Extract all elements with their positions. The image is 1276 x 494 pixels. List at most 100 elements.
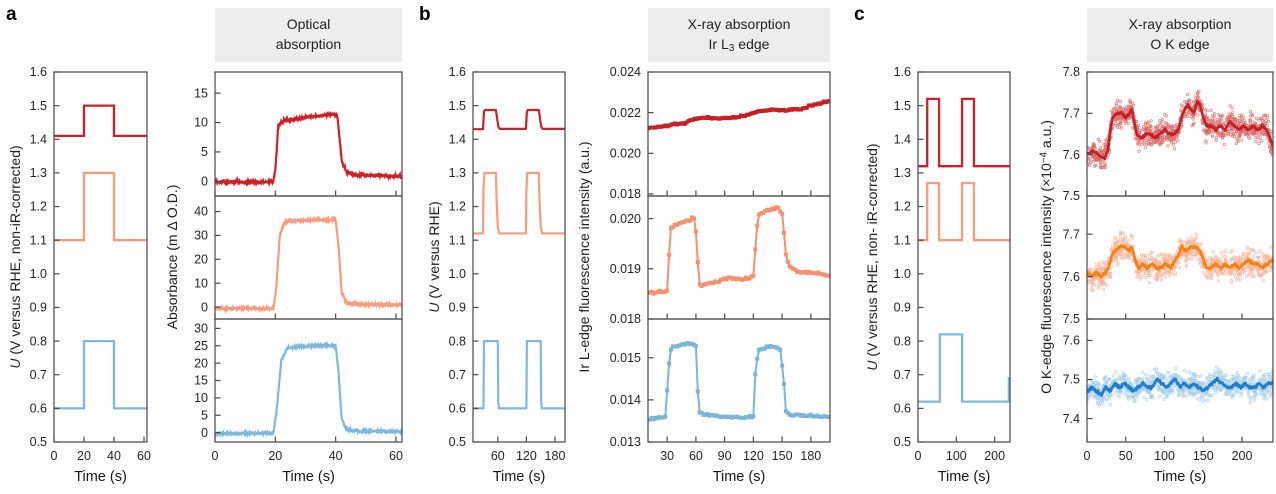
panel-a-voltage-xlabel: Time (s) <box>74 469 127 485</box>
panel-c-header: X-ray absorption O K edge <box>1087 8 1273 62</box>
svg-text:15: 15 <box>194 86 208 100</box>
svg-text:0: 0 <box>212 449 219 463</box>
svg-text:180: 180 <box>800 449 821 463</box>
svg-text:0.7: 0.7 <box>449 368 466 382</box>
svg-text:7.5: 7.5 <box>1063 373 1080 387</box>
svg-text:10: 10 <box>194 116 208 130</box>
svg-text:0.9: 0.9 <box>449 301 466 315</box>
svg-text:7.6: 7.6 <box>1063 334 1080 348</box>
svg-text:1.5: 1.5 <box>894 99 911 113</box>
svg-text:30: 30 <box>194 229 208 243</box>
svg-text:1.6: 1.6 <box>894 65 911 79</box>
svg-text:15: 15 <box>194 374 208 388</box>
panel-b-header-line2: Ir L3 edge <box>708 35 770 54</box>
svg-text:0.022: 0.022 <box>610 106 641 120</box>
svg-text:60: 60 <box>689 449 703 463</box>
svg-text:200: 200 <box>984 449 1005 463</box>
panel-a-letter: a <box>6 4 17 25</box>
panel-a-header: Optical absorption <box>215 8 402 62</box>
svg-text:7.5: 7.5 <box>1063 189 1080 203</box>
svg-text:1.3: 1.3 <box>894 166 911 180</box>
panel-b-voltage-xlabel: Time (s) <box>492 469 546 485</box>
panel-c-voltage-xlabel: Time (s) <box>937 469 991 485</box>
svg-text:60: 60 <box>389 449 403 463</box>
svg-text:1.5: 1.5 <box>30 99 47 113</box>
svg-text:0.6: 0.6 <box>449 402 466 416</box>
svg-text:1.3: 1.3 <box>449 166 466 180</box>
svg-text:0.018: 0.018 <box>610 187 641 201</box>
svg-text:100: 100 <box>1154 449 1175 463</box>
svg-text:0: 0 <box>201 426 208 440</box>
svg-text:0.9: 0.9 <box>30 301 47 315</box>
svg-text:1.2: 1.2 <box>894 200 911 214</box>
svg-text:1.1: 1.1 <box>449 233 466 247</box>
svg-text:7.5: 7.5 <box>1063 312 1080 326</box>
svg-text:10: 10 <box>194 276 208 290</box>
svg-text:0: 0 <box>201 175 208 189</box>
svg-text:40: 40 <box>329 449 343 463</box>
panel-b-letter: b <box>419 4 431 25</box>
panel-a-header-line1: Optical <box>286 15 331 32</box>
svg-text:1.1: 1.1 <box>30 233 47 247</box>
panel-c-response-plot: 7.8 7.7 7.6 7.5 7.7 7.6 7.5 7.6 7.5 7.4 0 50 100 150 2… <box>1063 65 1274 463</box>
svg-text:0.018: 0.018 <box>610 312 641 326</box>
svg-text:7.6: 7.6 <box>1063 148 1080 162</box>
panel-b-response-xlabel: Time (s) <box>712 469 766 485</box>
svg-text:0.020: 0.020 <box>610 147 641 161</box>
panel-a-header-line2: absorption <box>275 35 342 52</box>
panel-a-response-xlabel: Time (s) <box>282 469 335 485</box>
svg-text:50: 50 <box>1119 449 1133 463</box>
svg-text:7.4: 7.4 <box>1063 412 1080 426</box>
svg-text:0.019: 0.019 <box>610 262 641 276</box>
svg-text:0.5: 0.5 <box>449 435 466 449</box>
svg-text:20: 20 <box>194 356 208 370</box>
svg-text:1.6: 1.6 <box>30 65 47 79</box>
svg-text:0.5: 0.5 <box>894 435 911 449</box>
svg-text:1.0: 1.0 <box>449 267 466 281</box>
panel-c-voltage-plot: 1.6 1.5 1.4 1.3 1.2 1.1 1.0 0.9 0.8 0.7 0.6 0.5 0 100… <box>894 65 1011 463</box>
svg-text:1.4: 1.4 <box>894 132 911 146</box>
panel-c-response-xlabel: Time (s) <box>1153 469 1207 485</box>
svg-text:20: 20 <box>268 449 282 463</box>
svg-text:0.7: 0.7 <box>894 368 911 382</box>
svg-text:60: 60 <box>137 449 151 463</box>
svg-text:0.6: 0.6 <box>894 402 911 416</box>
svg-text:90: 90 <box>718 449 732 463</box>
svg-text:120: 120 <box>743 449 764 463</box>
panel-b-voltage-plot: 1.6 1.5 1.4 1.3 1.2 1.1 1.0 0.9 0.8 0.7 0.6 0.5 60 12… <box>449 65 566 463</box>
svg-text:100: 100 <box>946 449 967 463</box>
svg-text:0.014: 0.014 <box>610 393 641 407</box>
svg-text:0.8: 0.8 <box>894 334 911 348</box>
svg-text:20: 20 <box>77 449 91 463</box>
svg-text:0.015: 0.015 <box>610 351 641 365</box>
svg-text:0.8: 0.8 <box>30 334 47 348</box>
svg-text:0.013: 0.013 <box>610 435 641 449</box>
svg-text:0.8: 0.8 <box>449 334 466 348</box>
svg-text:0.7: 0.7 <box>30 368 47 382</box>
svg-text:0.020: 0.020 <box>610 212 641 226</box>
panel-c-header-line1: X-ray absorption <box>1128 15 1232 32</box>
svg-text:150: 150 <box>1193 449 1214 463</box>
svg-text:7.7: 7.7 <box>1063 227 1080 241</box>
svg-text:40: 40 <box>107 449 121 463</box>
svg-text:20: 20 <box>194 252 208 266</box>
svg-text:1.4: 1.4 <box>449 132 466 146</box>
svg-text:7.6: 7.6 <box>1063 270 1080 284</box>
svg-text:0: 0 <box>1084 449 1091 463</box>
svg-text:0.5: 0.5 <box>30 435 47 449</box>
svg-text:1.6: 1.6 <box>449 65 466 79</box>
svg-text:0.9: 0.9 <box>894 301 911 315</box>
svg-text:0: 0 <box>915 449 922 463</box>
svg-text:1.3: 1.3 <box>30 166 47 180</box>
svg-text:1.0: 1.0 <box>894 267 911 281</box>
svg-text:1.4: 1.4 <box>30 132 47 146</box>
svg-text:40: 40 <box>194 205 208 219</box>
panel-c-header-line2: O K edge <box>1150 35 1210 52</box>
svg-text:0.6: 0.6 <box>30 402 47 416</box>
svg-text:7.7: 7.7 <box>1063 107 1080 121</box>
svg-text:30: 30 <box>660 449 674 463</box>
svg-text:0: 0 <box>201 300 208 314</box>
svg-text:7.8: 7.8 <box>1063 65 1080 79</box>
svg-text:120: 120 <box>516 449 537 463</box>
